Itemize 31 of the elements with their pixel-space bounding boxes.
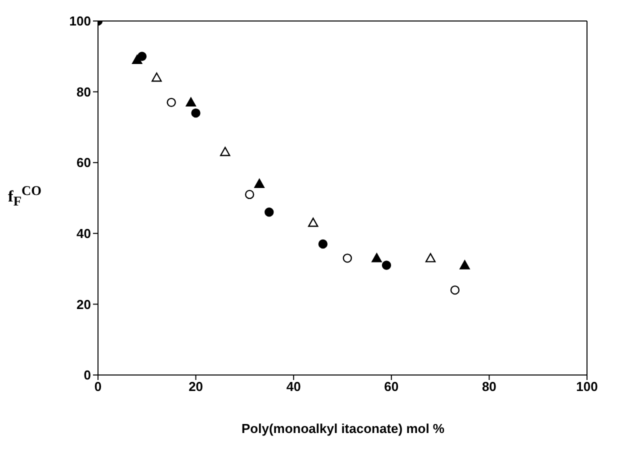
x-tick-label: 80 bbox=[482, 379, 496, 394]
point bbox=[186, 97, 196, 107]
x-tick-label: 60 bbox=[384, 379, 399, 394]
point bbox=[318, 239, 328, 249]
x-tick-label: 0 bbox=[94, 379, 102, 394]
x-tick-label: 20 bbox=[188, 379, 204, 394]
point bbox=[152, 72, 162, 82]
y-tick-label: 60 bbox=[76, 155, 91, 170]
point bbox=[460, 260, 470, 270]
x-tick-label: 40 bbox=[286, 379, 301, 394]
point bbox=[450, 285, 460, 295]
point bbox=[191, 108, 200, 118]
point bbox=[137, 52, 147, 61]
y-tick-label: 40 bbox=[76, 226, 91, 242]
y-tick-label: 20 bbox=[76, 296, 91, 312]
point bbox=[254, 178, 264, 188]
point bbox=[342, 254, 352, 263]
point bbox=[425, 253, 436, 262]
point bbox=[166, 98, 176, 108]
x-axis-title: Poly(monoalkyl itaconate) mol % bbox=[240, 421, 446, 436]
point bbox=[372, 253, 382, 262]
y-tick-label: 0 bbox=[84, 368, 91, 383]
point bbox=[220, 146, 230, 156]
y-tick-label: 100 bbox=[69, 14, 91, 29]
point bbox=[382, 260, 392, 270]
point bbox=[244, 190, 254, 200]
x-tick-label: 100 bbox=[576, 379, 598, 394]
point bbox=[132, 54, 142, 64]
point bbox=[264, 208, 274, 217]
y-tick-label: 80 bbox=[76, 84, 91, 100]
point bbox=[308, 218, 318, 227]
